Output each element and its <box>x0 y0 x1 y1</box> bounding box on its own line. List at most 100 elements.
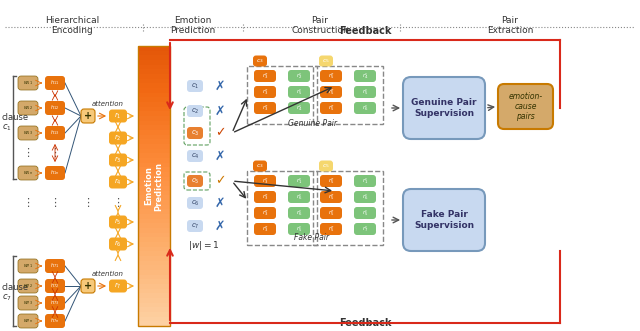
FancyBboxPatch shape <box>403 77 485 139</box>
Text: $c_3$: $c_3$ <box>256 57 264 65</box>
Text: $r_5^e$: $r_5^e$ <box>328 224 335 234</box>
FancyBboxPatch shape <box>187 220 203 232</box>
Text: $r_3^e$: $r_3^e$ <box>262 176 268 186</box>
Text: $w_{7n}$: $w_{7n}$ <box>23 317 33 325</box>
Text: $r_3$: $r_3$ <box>114 155 122 165</box>
Bar <box>138 97 170 102</box>
Text: $r_4^c$: $r_4^c$ <box>296 103 302 113</box>
Text: $r_5^e$: $r_5^e$ <box>328 87 335 97</box>
Text: ✓: ✓ <box>215 126 225 139</box>
Bar <box>138 73 170 79</box>
Bar <box>313 66 383 124</box>
Text: $h_{72}$: $h_{72}$ <box>51 282 60 290</box>
FancyBboxPatch shape <box>109 215 127 228</box>
FancyBboxPatch shape <box>288 86 310 98</box>
Text: $c_7$: $c_7$ <box>191 221 199 231</box>
Text: $c_2$: $c_2$ <box>191 106 199 116</box>
Text: ⋮: ⋮ <box>113 198 124 208</box>
Text: $c_3$: $c_3$ <box>191 128 199 138</box>
Bar <box>138 181 170 186</box>
Text: $r_6$: $r_6$ <box>114 239 122 249</box>
Bar <box>138 260 170 265</box>
FancyBboxPatch shape <box>320 70 342 82</box>
Text: $|w|=1$: $|w|=1$ <box>188 240 220 253</box>
Text: $r_5^e$: $r_5^e$ <box>328 208 335 218</box>
FancyBboxPatch shape <box>403 189 485 251</box>
FancyBboxPatch shape <box>288 223 310 235</box>
Bar <box>247 66 317 124</box>
FancyBboxPatch shape <box>18 259 38 273</box>
Bar <box>138 204 170 209</box>
Bar <box>138 46 170 326</box>
Text: $r_3^e$: $r_3^e$ <box>262 71 268 81</box>
Text: $h_{1n}$: $h_{1n}$ <box>51 168 60 177</box>
Text: $r_6^c$: $r_6^c$ <box>296 208 302 218</box>
FancyBboxPatch shape <box>288 70 310 82</box>
Text: $r_6^c$: $r_6^c$ <box>362 192 369 202</box>
FancyBboxPatch shape <box>45 314 65 328</box>
Text: Pair
Construction: Pair Construction <box>291 16 349 35</box>
Bar <box>138 185 170 191</box>
Bar <box>138 269 170 275</box>
Text: $c_4$: $c_4$ <box>191 151 199 161</box>
Bar <box>138 246 170 251</box>
FancyBboxPatch shape <box>18 296 38 310</box>
FancyBboxPatch shape <box>18 126 38 140</box>
FancyBboxPatch shape <box>320 207 342 219</box>
Bar <box>138 298 170 303</box>
Bar <box>138 92 170 97</box>
Text: $r_3^e$: $r_3^e$ <box>262 103 268 113</box>
Text: ⋮: ⋮ <box>22 148 33 158</box>
Text: $r_1$: $r_1$ <box>115 111 122 121</box>
Bar <box>138 274 170 279</box>
Bar <box>138 167 170 172</box>
FancyBboxPatch shape <box>320 223 342 235</box>
Text: $r_6^c$: $r_6^c$ <box>296 192 302 202</box>
Bar <box>138 139 170 144</box>
Text: Hierarchical
Encoding: Hierarchical Encoding <box>45 16 99 35</box>
Text: $r_4$: $r_4$ <box>114 177 122 187</box>
Bar <box>138 158 170 163</box>
Bar <box>138 78 170 83</box>
Bar <box>138 148 170 153</box>
Text: $r_5^c$: $r_5^c$ <box>296 224 302 234</box>
Text: Pair
Extraction: Pair Extraction <box>487 16 533 35</box>
FancyBboxPatch shape <box>320 102 342 114</box>
Text: $r_3^e$: $r_3^e$ <box>262 87 268 97</box>
Text: $r_4^c$: $r_4^c$ <box>362 71 369 81</box>
FancyBboxPatch shape <box>81 279 95 293</box>
FancyBboxPatch shape <box>320 86 342 98</box>
FancyBboxPatch shape <box>45 296 65 310</box>
Text: $c_5$: $c_5$ <box>322 57 330 65</box>
FancyBboxPatch shape <box>288 102 310 114</box>
Text: ✗: ✗ <box>215 219 225 232</box>
Bar <box>138 195 170 200</box>
Bar <box>138 227 170 233</box>
FancyBboxPatch shape <box>320 175 342 187</box>
FancyBboxPatch shape <box>187 175 203 187</box>
FancyBboxPatch shape <box>354 223 376 235</box>
Bar <box>138 60 170 65</box>
Text: Genuine Pair: Genuine Pair <box>287 118 337 127</box>
Text: $r_3^e$: $r_3^e$ <box>262 192 268 202</box>
Text: ⋮: ⋮ <box>49 148 61 158</box>
Bar <box>138 129 170 135</box>
Text: clause
$c_7$: clause $c_7$ <box>2 283 29 304</box>
Text: $w_{1n}$: $w_{1n}$ <box>23 169 33 177</box>
FancyBboxPatch shape <box>81 109 95 123</box>
FancyBboxPatch shape <box>18 166 38 180</box>
Text: Emotion
Prediction: Emotion Prediction <box>144 162 164 211</box>
Text: $r_2^c$: $r_2^c$ <box>296 71 302 81</box>
Text: $h_{7n}$: $h_{7n}$ <box>51 316 60 325</box>
Text: $r_6^c$: $r_6^c$ <box>362 103 369 113</box>
Text: ✗: ✗ <box>215 197 225 210</box>
Text: $w_{72}$: $w_{72}$ <box>23 282 33 290</box>
Text: $c_5$: $c_5$ <box>191 176 199 186</box>
Bar <box>138 83 170 88</box>
Bar <box>138 176 170 181</box>
Text: Fake Pair
Supervision: Fake Pair Supervision <box>414 210 474 230</box>
Bar <box>138 144 170 149</box>
Text: $r_5^e$: $r_5^e$ <box>328 71 335 81</box>
Text: $c_6$: $c_6$ <box>191 198 199 208</box>
FancyBboxPatch shape <box>109 175 127 188</box>
